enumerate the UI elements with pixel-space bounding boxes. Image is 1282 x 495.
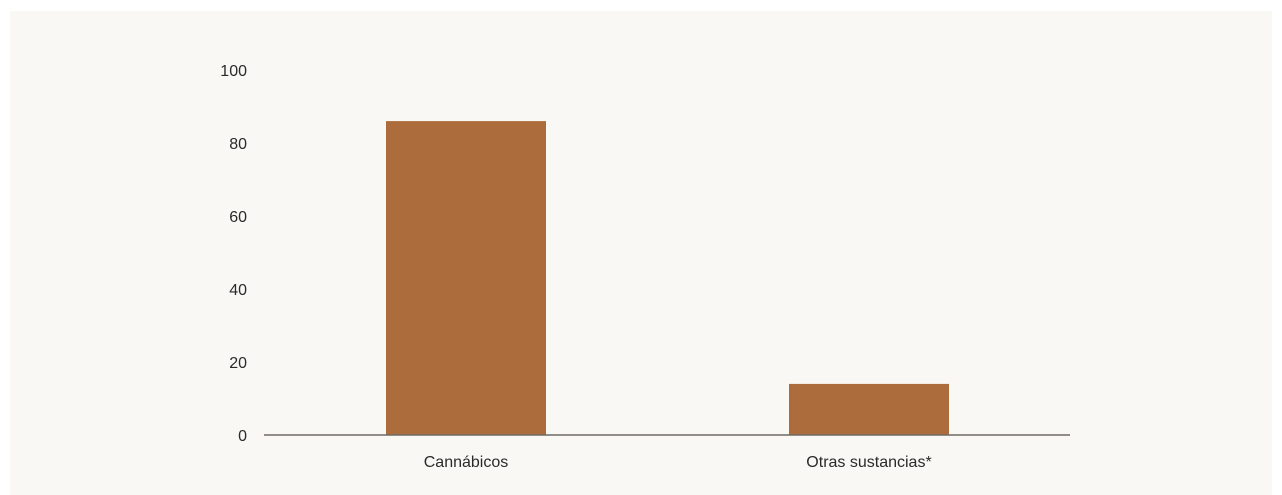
bar-0 — [386, 121, 546, 435]
y-tick-label: 40 — [229, 282, 247, 299]
x-tick-label: Otras sustancias* — [806, 454, 931, 471]
x-tick-label: Cannábicos — [424, 454, 509, 471]
y-tick-label: 20 — [229, 355, 247, 372]
y-axis: 0 20 40 60 80 100 — [220, 63, 247, 445]
bars-group — [386, 121, 949, 435]
bar-1 — [789, 383, 949, 435]
plot-panel — [197, 34, 1109, 495]
y-tick-label: 80 — [229, 136, 247, 153]
x-axis: Cannábicos Otras sustancias* — [424, 454, 932, 471]
y-tick-label: 100 — [220, 63, 247, 80]
y-tick-label: 0 — [238, 428, 247, 445]
y-tick-label: 60 — [229, 209, 247, 226]
